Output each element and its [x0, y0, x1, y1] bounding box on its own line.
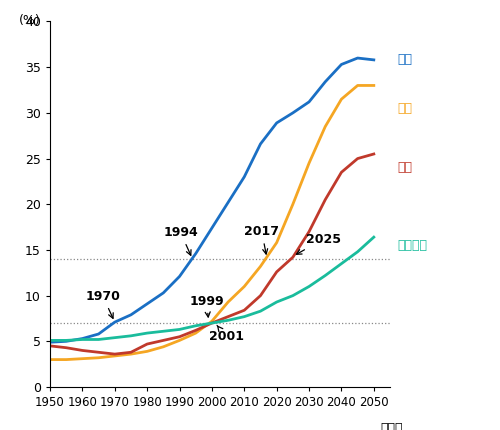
Y-axis label: (%): (%)	[18, 14, 40, 27]
Text: 2017: 2017	[244, 225, 280, 254]
Text: 1999: 1999	[189, 295, 224, 317]
Text: 韓国: 韓国	[397, 102, 412, 115]
Text: 日本: 日本	[397, 53, 412, 66]
Text: 2025: 2025	[296, 233, 341, 254]
Text: 中国: 中国	[397, 161, 412, 174]
Text: 世界平均: 世界平均	[397, 239, 427, 252]
Text: （年）: （年）	[380, 422, 403, 430]
Text: 1970: 1970	[86, 290, 120, 318]
Text: 1994: 1994	[164, 226, 198, 255]
Text: 2001: 2001	[208, 326, 244, 344]
